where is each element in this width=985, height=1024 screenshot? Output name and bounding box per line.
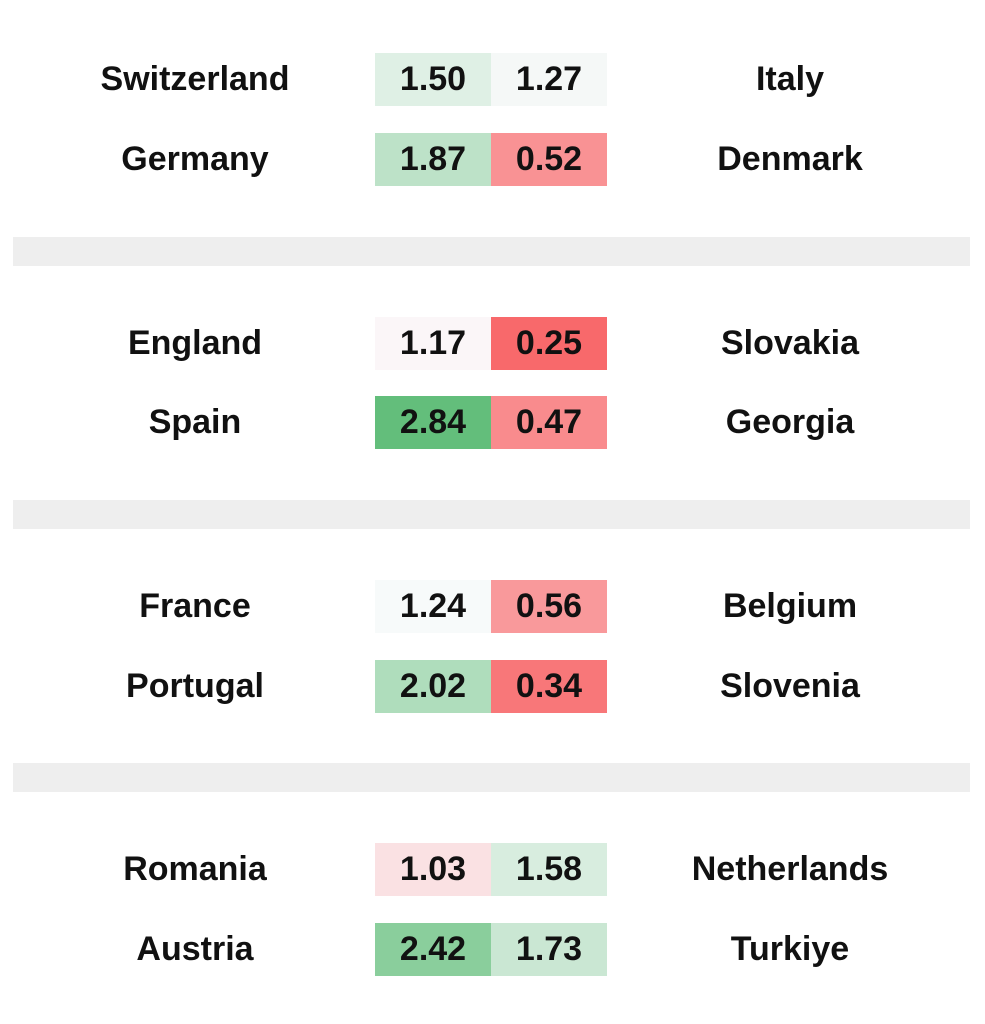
group-separator	[13, 763, 970, 792]
match-row: France 1.24 0.56 Belgium	[0, 580, 985, 633]
home-team: Spain	[148, 403, 242, 441]
home-team: Switzerland	[100, 60, 290, 98]
home-team: Portugal	[126, 667, 264, 705]
away-team: Turkiye	[730, 930, 850, 968]
home-team: Austria	[136, 930, 254, 968]
away-value-cell: 0.25	[491, 317, 607, 370]
away-team: Slovenia	[720, 667, 860, 705]
home-value-cell: 1.87	[375, 133, 491, 186]
home-value-cell: 2.84	[375, 396, 491, 449]
match-row: Portugal 2.02 0.34 Slovenia	[0, 660, 985, 713]
away-team: Georgia	[725, 403, 855, 441]
match-row: Austria 2.42 1.73 Turkiye	[0, 923, 985, 976]
away-value-cell: 0.56	[491, 580, 607, 633]
home-value-cell: 2.02	[375, 660, 491, 713]
away-value-cell: 0.34	[491, 660, 607, 713]
match-row: Germany 1.87 0.52 Denmark	[0, 133, 985, 186]
away-team: Belgium	[722, 587, 858, 625]
match-row: Romania 1.03 1.58 Netherlands	[0, 843, 985, 896]
away-value-cell: 1.73	[491, 923, 607, 976]
home-team: England	[127, 324, 263, 362]
home-value-cell: 2.42	[375, 923, 491, 976]
away-value-cell: 1.58	[491, 843, 607, 896]
away-team: Slovakia	[721, 324, 859, 362]
match-row: Spain 2.84 0.47 Georgia	[0, 396, 985, 449]
home-value-cell: 1.03	[375, 843, 491, 896]
away-team: Denmark	[717, 140, 863, 178]
away-value-cell: 0.47	[491, 396, 607, 449]
match-row: England 1.17 0.25 Slovakia	[0, 317, 985, 370]
home-value-cell: 1.17	[375, 317, 491, 370]
home-team: Romania	[123, 850, 267, 888]
away-team: Italy	[755, 60, 825, 98]
home-team: Germany	[121, 140, 269, 178]
away-value-cell: 1.27	[491, 53, 607, 106]
away-value-cell: 0.52	[491, 133, 607, 186]
home-value-cell: 1.24	[375, 580, 491, 633]
away-team: Netherlands	[691, 850, 889, 888]
home-team: France	[139, 587, 251, 625]
group-separator	[13, 237, 970, 266]
group-separator	[13, 500, 970, 529]
home-value-cell: 1.50	[375, 53, 491, 106]
match-row: Switzerland 1.50 1.27 Italy	[0, 53, 985, 106]
